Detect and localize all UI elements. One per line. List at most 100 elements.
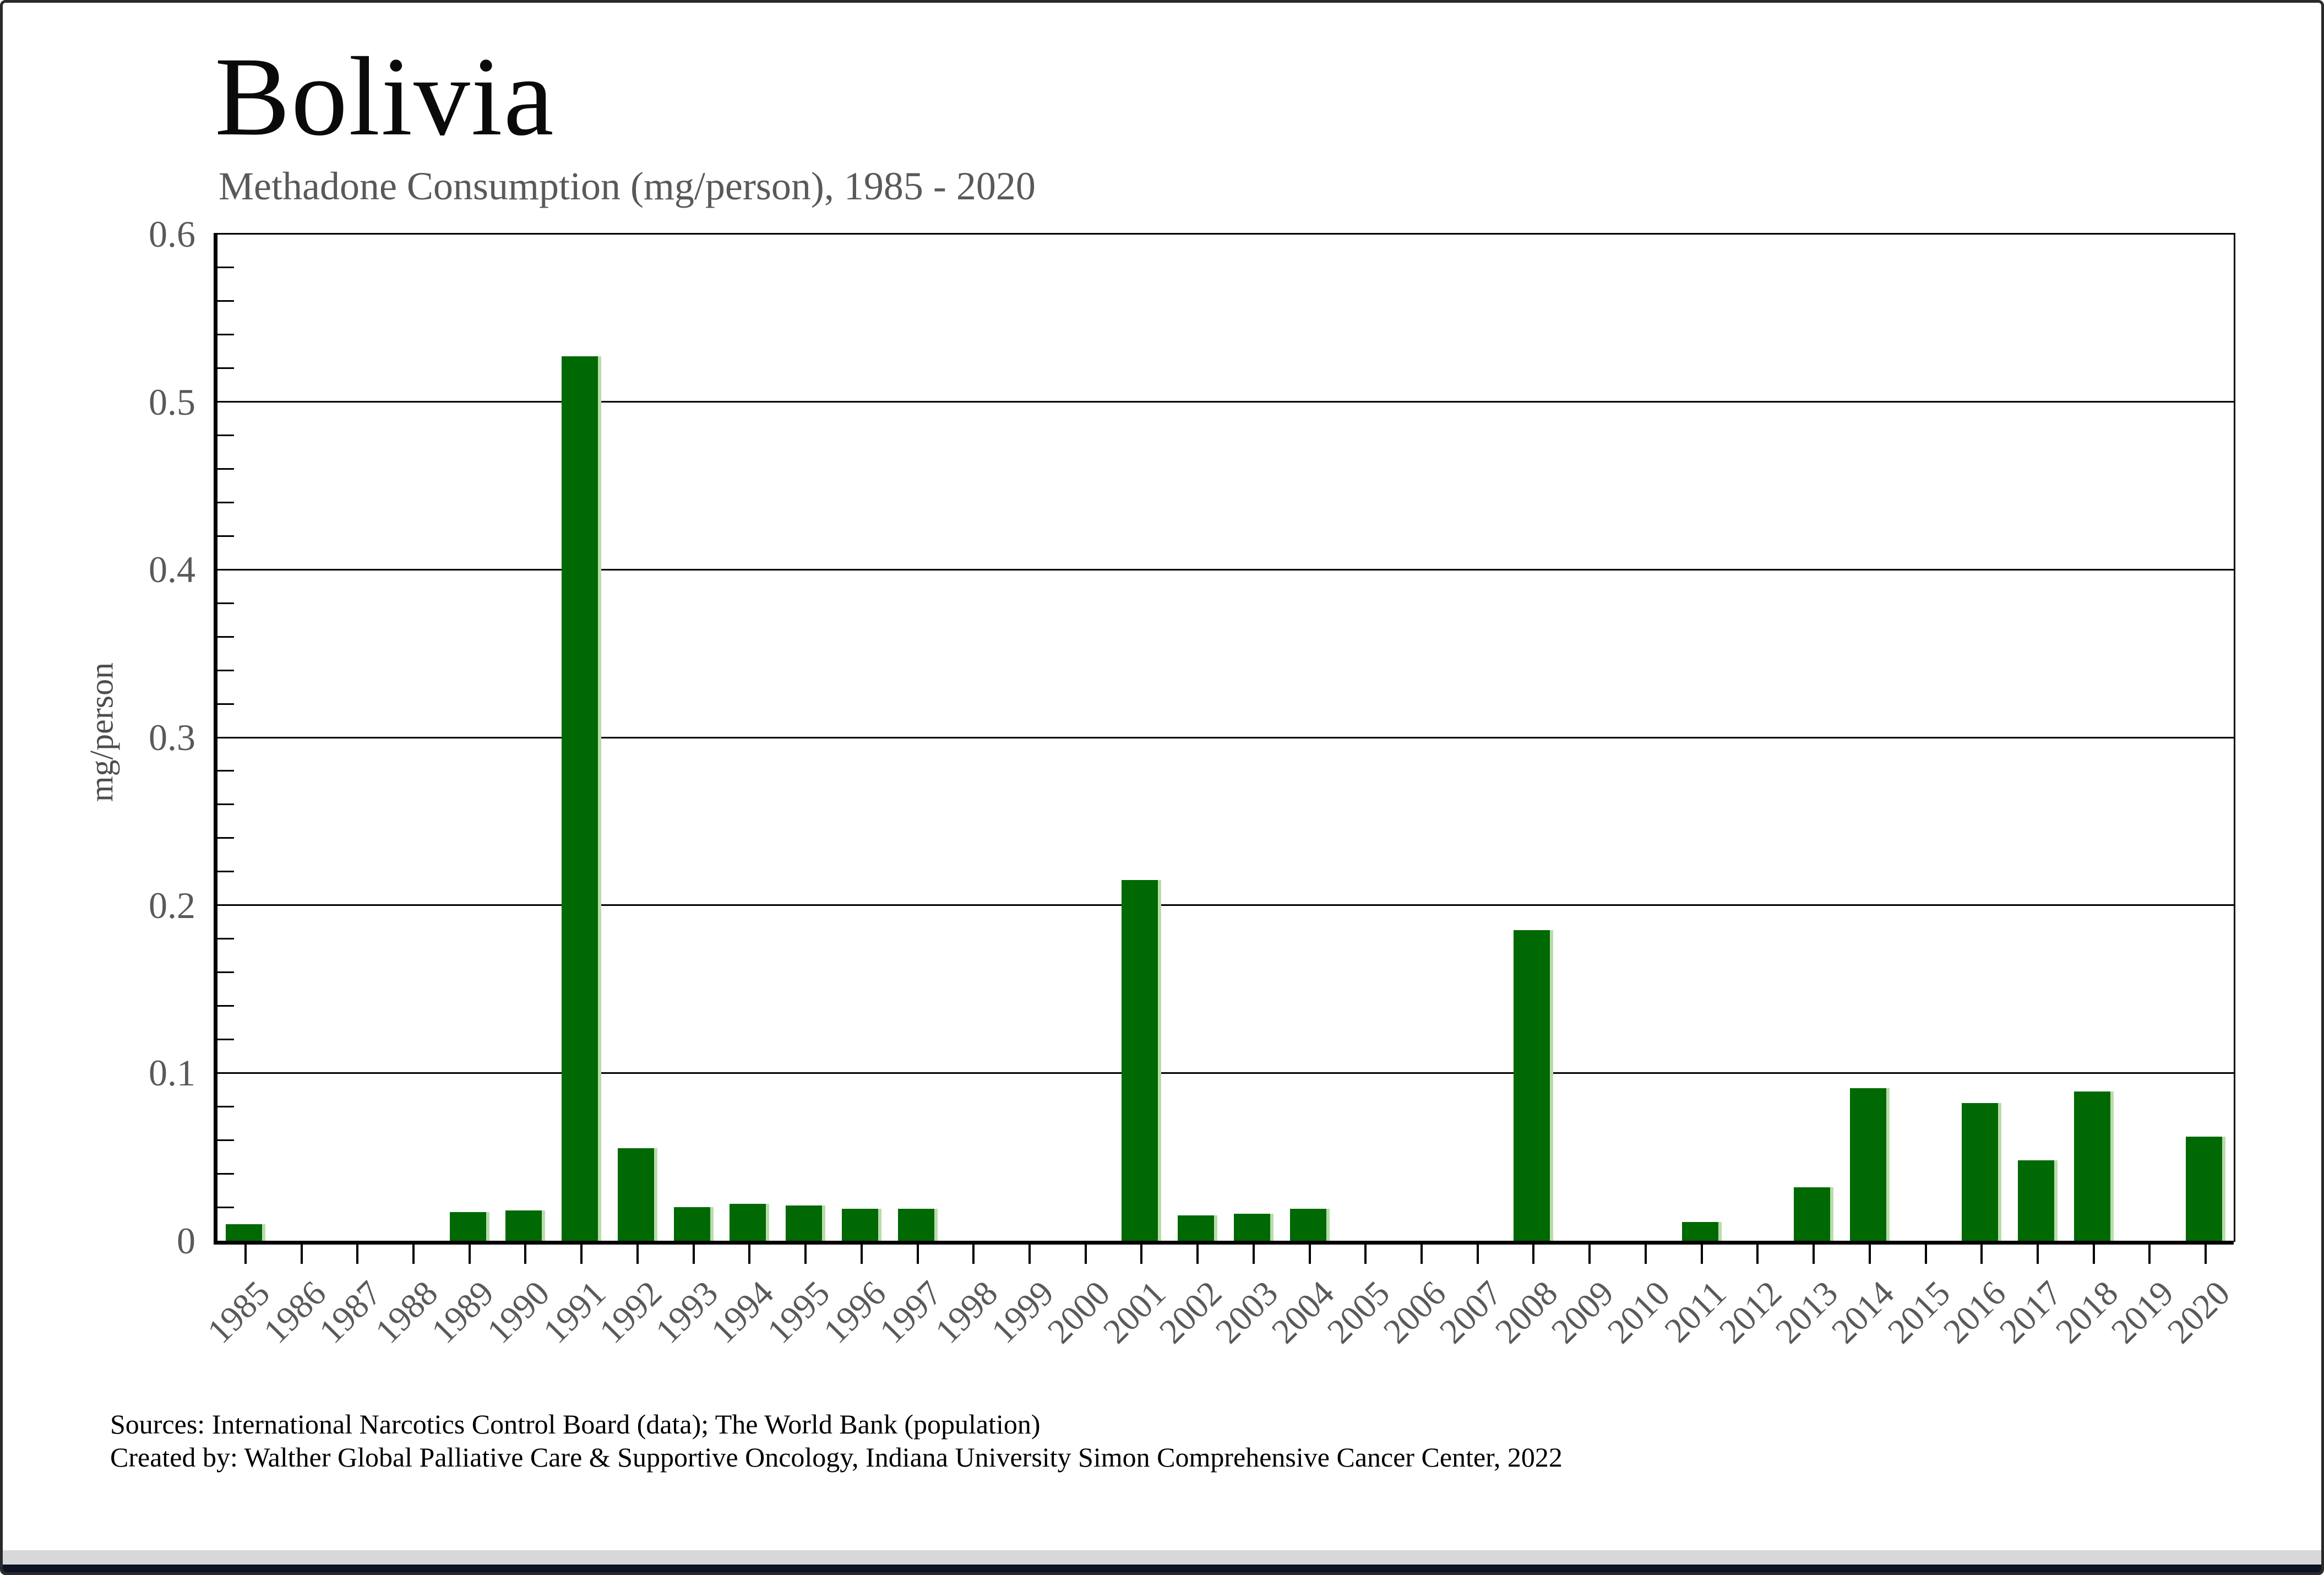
window-bottom-strip xyxy=(3,1550,2321,1565)
y-axis-minor-tick xyxy=(217,535,234,537)
bar-2013 xyxy=(1794,1187,1834,1241)
x-axis-tick xyxy=(1588,1241,1591,1264)
y-tick-label: 0.6 xyxy=(149,213,195,255)
x-axis-tick xyxy=(1476,1241,1479,1264)
y-axis-minor-tick xyxy=(217,1172,234,1175)
bar-2004 xyxy=(1289,1209,1330,1241)
x-axis-tick xyxy=(412,1241,415,1264)
footer-credit: Created by: Walther Global Palliative Ca… xyxy=(110,1442,1563,1473)
x-axis-tick xyxy=(1644,1241,1647,1264)
x-axis-tick xyxy=(972,1241,975,1264)
chart-title: Bolivia xyxy=(215,34,555,159)
footer-sources: Sources: International Narcotics Control… xyxy=(110,1409,1041,1440)
bar-1994 xyxy=(730,1203,770,1241)
x-axis-tick xyxy=(860,1241,863,1264)
y-axis-minor-tick xyxy=(217,1004,234,1007)
y-gridline xyxy=(217,736,2234,738)
y-tick-label: 0.4 xyxy=(149,548,195,591)
x-axis-tick xyxy=(1756,1241,1759,1264)
bar-2003 xyxy=(1233,1214,1273,1241)
y-tick-label: 0.2 xyxy=(149,884,195,926)
bar-1985 xyxy=(225,1224,265,1241)
x-axis-tick xyxy=(804,1241,807,1264)
y-axis-minor-tick xyxy=(217,1105,234,1107)
y-gridline xyxy=(217,1072,2234,1074)
x-axis-tick xyxy=(748,1241,751,1264)
y-axis-minor-tick xyxy=(217,501,234,503)
x-axis-tick xyxy=(1420,1241,1423,1264)
bar-1996 xyxy=(841,1209,881,1241)
x-axis-tick xyxy=(356,1241,359,1264)
bar-2014 xyxy=(1849,1088,1890,1241)
y-gridline xyxy=(217,904,2234,906)
y-axis-minor-tick xyxy=(217,669,234,671)
bar-2011 xyxy=(1681,1222,1722,1241)
bar-1992 xyxy=(617,1148,657,1241)
x-axis-tick xyxy=(2148,1241,2151,1264)
y-tick-label: 0.5 xyxy=(149,381,195,423)
x-axis-tick xyxy=(2036,1241,2039,1264)
bar-1995 xyxy=(786,1205,826,1241)
y-axis-minor-tick xyxy=(217,367,234,370)
bar-2020 xyxy=(2186,1137,2226,1241)
y-axis-minor-tick xyxy=(217,837,234,839)
x-axis-tick xyxy=(1532,1241,1535,1264)
x-axis-tick xyxy=(1140,1241,1143,1264)
x-axis-tick xyxy=(2205,1241,2207,1264)
bar-1993 xyxy=(673,1207,714,1241)
y-axis-minor-tick xyxy=(217,602,234,604)
x-axis-tick xyxy=(580,1241,583,1264)
x-axis-tick xyxy=(1028,1241,1031,1264)
x-axis-tick xyxy=(636,1241,639,1264)
bar-1997 xyxy=(897,1209,938,1241)
bar-2017 xyxy=(2017,1160,2058,1241)
bar-2008 xyxy=(1514,930,1554,1241)
y-tick-label: 0 xyxy=(177,1220,195,1262)
bar-2002 xyxy=(1178,1215,1218,1241)
x-axis-tick xyxy=(1813,1241,1815,1264)
x-axis-tick xyxy=(300,1241,303,1264)
y-axis-minor-tick xyxy=(217,770,234,772)
x-axis-tick xyxy=(468,1241,471,1264)
y-axis-minor-tick xyxy=(217,267,234,269)
y-axis-minor-tick xyxy=(217,468,234,470)
y-axis-minor-tick xyxy=(217,636,234,638)
y-axis-minor-tick xyxy=(217,703,234,705)
y-axis-minor-tick xyxy=(217,971,234,974)
x-axis-tick xyxy=(1700,1241,1703,1264)
y-tick-label: 0.3 xyxy=(149,716,195,758)
window-bottom-bar xyxy=(3,1565,2321,1572)
chart-subtitle: Methadone Consumption (mg/person), 1985 … xyxy=(219,164,1036,208)
x-axis-tick xyxy=(1084,1241,1087,1264)
y-axis-minor-tick xyxy=(217,334,234,336)
y-axis-minor-tick xyxy=(217,1139,234,1141)
plot-border-right xyxy=(2234,233,2235,1242)
x-axis-tick xyxy=(1924,1241,1927,1264)
x-axis-tick xyxy=(244,1241,247,1264)
y-axis-minor-tick xyxy=(217,300,234,302)
y-tick-label: 0.1 xyxy=(149,1052,195,1094)
bar-2018 xyxy=(2073,1091,2114,1241)
x-axis-tick xyxy=(524,1241,527,1264)
x-axis-tick xyxy=(1196,1241,1199,1264)
y-axis-line xyxy=(214,233,217,1242)
bar-2001 xyxy=(1122,879,1162,1241)
bar-2016 xyxy=(1962,1103,2002,1241)
bar-1990 xyxy=(505,1210,546,1241)
x-axis-tick xyxy=(1252,1241,1255,1264)
y-gridline xyxy=(217,568,2234,571)
y-axis-minor-tick xyxy=(217,803,234,806)
x-axis-tick xyxy=(1868,1241,1871,1264)
y-axis-minor-tick xyxy=(217,1206,234,1208)
x-axis-tick xyxy=(1980,1241,1983,1264)
bar-1989 xyxy=(449,1212,489,1241)
x-axis-tick xyxy=(1308,1241,1311,1264)
y-axis-minor-tick xyxy=(217,871,234,873)
x-axis-tick xyxy=(1364,1241,1367,1264)
plot-border-top xyxy=(217,233,2234,235)
x-axis-line xyxy=(214,1241,2234,1245)
x-axis-tick xyxy=(2092,1241,2095,1264)
y-gridline xyxy=(217,401,2234,403)
y-axis-minor-tick xyxy=(217,938,234,940)
